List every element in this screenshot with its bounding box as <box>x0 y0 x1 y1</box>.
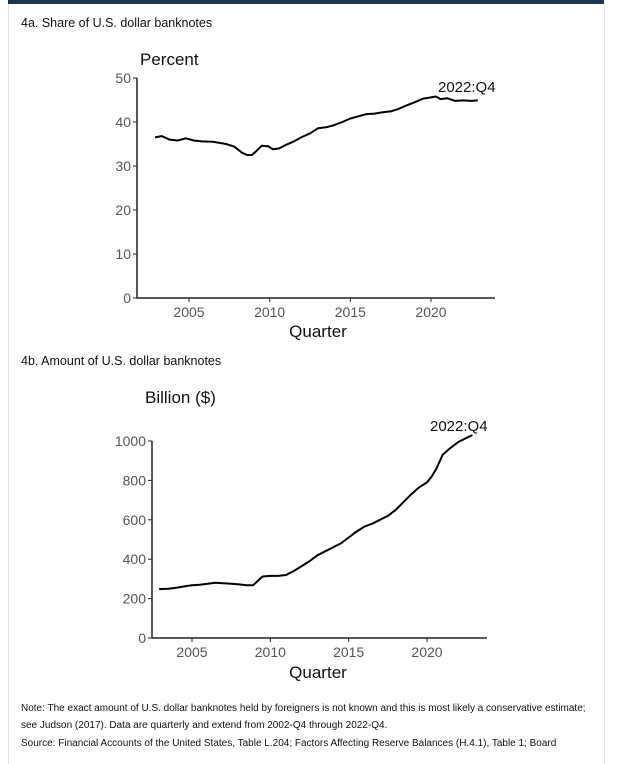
y-tick-label: 1000 <box>115 433 146 449</box>
x-axis-label: Quarter <box>289 322 347 341</box>
charts-svg: 0 10 20 30 40 50 2005 2010 2015 2020 Percent Quarte… <box>115 50 496 682</box>
y-tick-label: 40 <box>115 114 131 130</box>
y-tick-label: 10 <box>115 246 131 262</box>
x-axis-label: Quarter <box>289 663 347 682</box>
panel-title-4b: 4b. Amount of U.S. dollar banknotes <box>21 354 222 368</box>
y-tick-label: 30 <box>115 158 131 174</box>
note-text: Note: The exact amount of U.S. dollar ba… <box>21 703 586 731</box>
y-tick-label: 800 <box>123 472 147 488</box>
y-tick-label: 400 <box>123 551 147 567</box>
x-tick-label: 2015 <box>335 304 366 320</box>
panel-title-4a: 4a. Share of U.S. dollar banknotes <box>21 16 213 30</box>
series-line-share <box>154 95 478 156</box>
header-bar <box>8 0 604 4</box>
x-tick-label: 2010 <box>254 304 285 320</box>
series-line-amount <box>159 434 473 591</box>
source-text: Source: Financial Accounts of the United… <box>21 738 557 749</box>
x-tick-label: 2020 <box>415 304 446 320</box>
annotation-label: 2022:Q4 <box>438 79 496 96</box>
x-tick-label: 2015 <box>333 644 364 660</box>
y-tick-label: 50 <box>115 70 131 86</box>
y-tick-label: 20 <box>115 202 131 218</box>
content-frame <box>8 4 605 764</box>
x-tick-label: 2005 <box>176 644 207 660</box>
y-tick-label: 0 <box>138 630 146 646</box>
x-tick-label: 2020 <box>411 644 442 660</box>
y-tick-label: 0 <box>123 290 131 306</box>
x-tick-label: 2005 <box>173 304 204 320</box>
x-tick-label: 2010 <box>255 644 286 660</box>
annotation-label: 2022:Q4 <box>430 418 488 435</box>
y-tick-label: 200 <box>123 591 147 607</box>
y-axis-label: Percent <box>140 50 199 69</box>
y-axis-label: Billion ($) <box>145 388 216 407</box>
y-tick-label: 600 <box>123 512 147 528</box>
